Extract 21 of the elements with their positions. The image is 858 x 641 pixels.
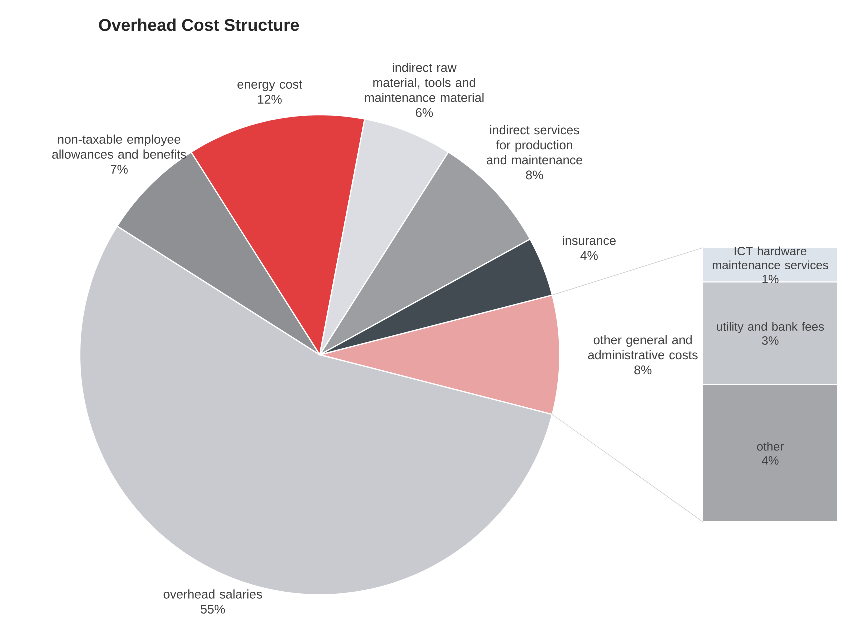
series-label: other xyxy=(757,442,784,451)
data-label: 3% xyxy=(762,336,779,346)
slice-label: non-taxable employee allowances and benefits xyxy=(52,134,186,159)
data-label: 8% xyxy=(634,366,652,375)
chart-title: Overhead Cost Structure xyxy=(99,18,300,32)
slice-label: other general and administrative costs xyxy=(588,335,698,360)
data-label: 55% xyxy=(201,605,226,614)
data-label: 7% xyxy=(110,165,128,174)
slice-label: indirect raw material, tools and maintenance material xyxy=(365,63,484,102)
data-label: 4% xyxy=(580,251,598,260)
slice-label: overhead salaries xyxy=(164,590,262,599)
data-label: 6% xyxy=(416,108,434,118)
series-label: ICT hardware maintenance services xyxy=(712,246,828,270)
series-label: utility and bank fees xyxy=(717,322,824,334)
slice-label: insurance xyxy=(563,236,616,246)
slice-label: energy cost xyxy=(238,80,302,92)
slice-label: indirect services for production and maintenance xyxy=(486,125,582,165)
data-label: 4% xyxy=(762,456,779,465)
data-label: 1% xyxy=(762,275,779,284)
data-label: 12% xyxy=(258,95,282,104)
data-label: 8% xyxy=(526,170,544,180)
